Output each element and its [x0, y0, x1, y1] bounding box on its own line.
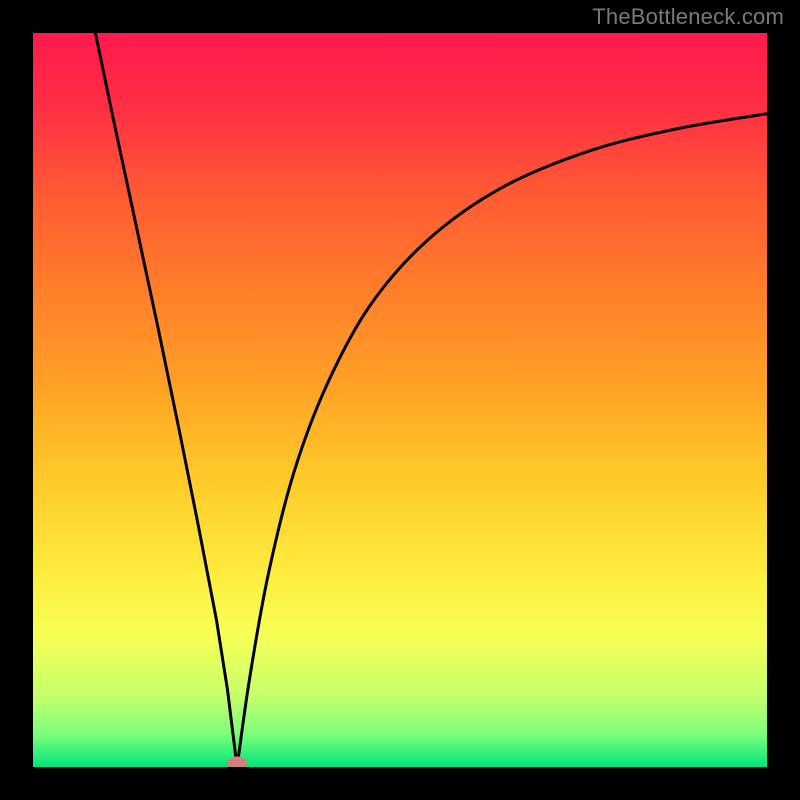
plot-area — [33, 33, 767, 767]
watermark-text: TheBottleneck.com — [592, 4, 784, 30]
curve-layer — [33, 33, 767, 767]
chart-frame: TheBottleneck.com — [0, 0, 800, 800]
minimum-marker-icon — [227, 756, 247, 767]
bottleneck-curve — [95, 33, 767, 767]
